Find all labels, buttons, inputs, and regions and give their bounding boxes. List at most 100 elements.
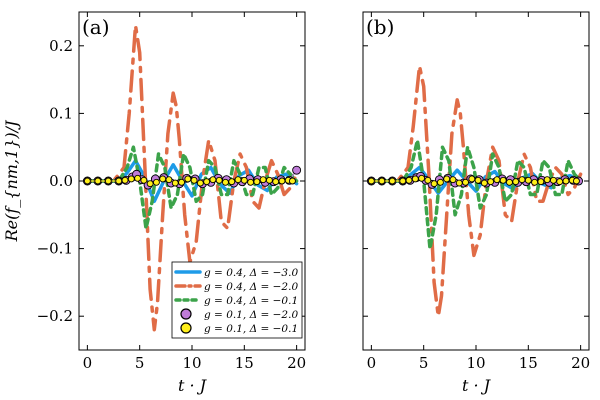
data-point xyxy=(134,174,142,182)
data-point xyxy=(378,177,386,185)
data-point xyxy=(506,178,513,186)
data-point xyxy=(443,175,451,183)
data-point xyxy=(127,175,135,183)
data-point xyxy=(499,176,507,184)
data-point xyxy=(418,174,426,182)
data-point xyxy=(480,179,488,187)
series-line-2 xyxy=(85,23,299,332)
data-point xyxy=(288,177,296,185)
data-point xyxy=(543,176,551,184)
data-point xyxy=(259,176,267,184)
series-markers-5 xyxy=(83,174,296,188)
data-point xyxy=(152,178,160,186)
data-point xyxy=(209,176,217,184)
legend: g = 0.4, Δ = −3.0 g = 0.4, Δ = −2.0 g = 0.… xyxy=(171,261,303,339)
series-line-3 xyxy=(85,145,299,231)
x-tick-label: 5 xyxy=(135,354,145,372)
series-line-2 xyxy=(369,64,583,318)
data-point xyxy=(83,177,91,185)
series-markers-5 xyxy=(367,174,580,188)
legend-label-4: g = 0.1, Δ = −2.0 xyxy=(204,309,298,321)
data-point xyxy=(196,179,204,187)
y-tick-label: −0.1 xyxy=(37,240,73,258)
x-tick-label: 20 xyxy=(571,354,590,372)
data-point xyxy=(272,178,280,186)
x-tick-label: 20 xyxy=(287,354,306,372)
data-point xyxy=(253,178,261,186)
data-point xyxy=(405,176,413,184)
data-point xyxy=(203,178,211,186)
data-point xyxy=(436,178,444,186)
x-tick-label: 15 xyxy=(235,354,254,372)
data-point xyxy=(184,175,192,183)
data-point xyxy=(487,178,495,186)
data-point xyxy=(411,175,419,183)
data-point xyxy=(367,177,375,185)
legend-label-2: g = 0.4, Δ = −2.0 xyxy=(204,281,298,293)
data-point xyxy=(424,176,432,184)
panel-label-b: (b) xyxy=(366,15,394,39)
data-point xyxy=(556,178,564,186)
data-point xyxy=(531,178,539,186)
data-point xyxy=(234,176,242,184)
data-point xyxy=(493,176,501,184)
legend-marker-5 xyxy=(180,322,192,334)
data-point xyxy=(468,175,476,183)
data-point xyxy=(222,178,229,186)
legend-label-1: g = 0.4, Δ = −3.0 xyxy=(204,267,298,279)
panel-a: 0 5 10 15 20 −0.2 −0.1 0.0 0.1 0.2 (a) xyxy=(37,11,306,372)
data-point xyxy=(278,177,286,185)
data-point xyxy=(104,177,112,185)
data-point xyxy=(94,177,102,185)
data-point xyxy=(292,165,302,175)
x-tick-label: 10 xyxy=(182,354,201,372)
data-point xyxy=(178,178,185,186)
y-tick-label: 0.2 xyxy=(49,37,73,55)
data-point xyxy=(518,176,526,184)
data-point xyxy=(549,176,557,184)
x-tick-label: 5 xyxy=(419,354,429,372)
x-axis-label-a: t · J xyxy=(178,376,208,395)
data-point xyxy=(388,177,396,185)
data-point xyxy=(265,176,273,184)
y-tick-label: 0.0 xyxy=(49,172,73,190)
data-point xyxy=(171,179,179,187)
x-tick-label: 0 xyxy=(83,354,93,372)
data-point xyxy=(121,176,129,184)
panel-b: 0 5 10 15 20 (b) xyxy=(362,11,590,372)
data-point xyxy=(537,178,545,186)
y-tick-label: −0.2 xyxy=(37,307,73,325)
data-point xyxy=(512,178,520,186)
data-point xyxy=(215,176,223,184)
y-tick-label: 0.1 xyxy=(49,104,73,122)
panel-label-a: (a) xyxy=(82,15,110,39)
x-axis-label-b: t · J xyxy=(462,376,492,395)
data-point xyxy=(399,177,407,185)
data-point xyxy=(462,178,469,186)
x-tick-label: 15 xyxy=(519,354,538,372)
x-tick-label: 0 xyxy=(367,354,377,372)
series-line-3 xyxy=(369,138,583,251)
x-tick-label: 10 xyxy=(466,354,485,372)
y-axis-label: Re(f_{nm,1})/J xyxy=(2,119,21,242)
data-point xyxy=(562,177,570,185)
data-point xyxy=(247,178,255,186)
data-point xyxy=(449,176,457,184)
data-point xyxy=(524,176,532,184)
data-point xyxy=(146,180,154,188)
legend-label-5: g = 0.1, Δ = −0.1 xyxy=(204,323,298,335)
data-point xyxy=(140,176,148,184)
legend-label-3: g = 0.4, Δ = −0.1 xyxy=(204,295,298,307)
data-point xyxy=(455,179,463,187)
data-point xyxy=(165,176,173,184)
data-point xyxy=(572,177,580,185)
data-point xyxy=(159,175,167,183)
data-point xyxy=(115,177,123,185)
data-point xyxy=(228,178,236,186)
data-point xyxy=(240,176,248,184)
legend-marker-4 xyxy=(180,308,192,320)
data-point xyxy=(474,176,482,184)
data-point xyxy=(190,176,198,184)
data-point xyxy=(430,180,438,188)
